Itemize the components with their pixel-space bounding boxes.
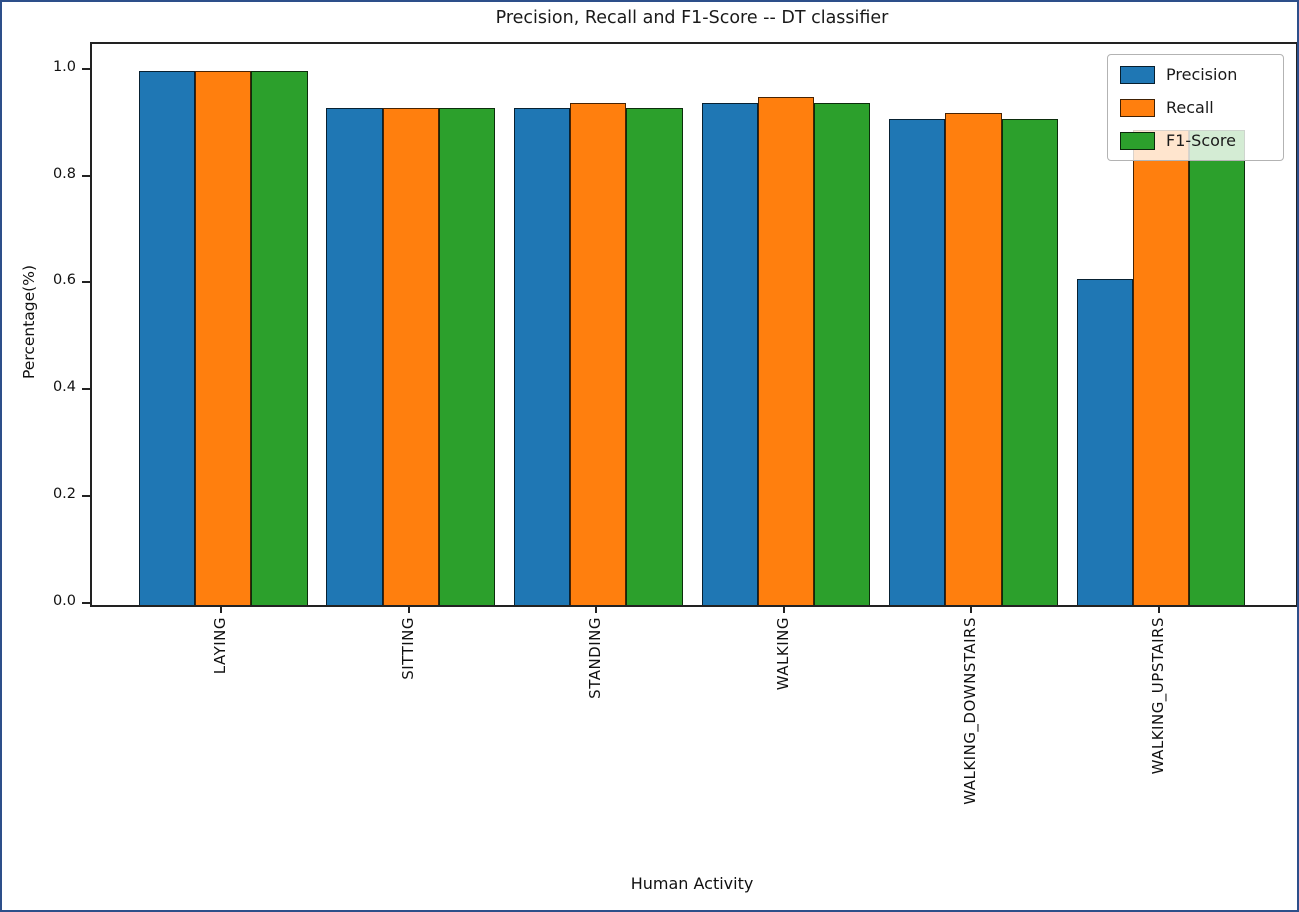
bar-f1-score-standing [626, 108, 683, 605]
y-tick-label: 0.8 [52, 165, 76, 182]
bar-recall-sitting [382, 108, 439, 605]
y-tick-mark [82, 174, 90, 177]
x-tick-mark [1157, 605, 1160, 613]
legend-swatch-f1-score [1120, 132, 1155, 150]
bar-recall-standing [570, 102, 627, 605]
bar-precision-walking [701, 102, 758, 605]
y-axis-label: Percentage(%) [20, 264, 38, 380]
bar-recall-walking [757, 97, 815, 605]
legend: Precision Recall F1-Score [1107, 54, 1284, 161]
x-tick-mark [782, 605, 785, 613]
x-axis-label: Human Activity [630, 874, 754, 893]
bar-recall-laying [195, 70, 252, 605]
bar-f1-score-walking-downstairs [1001, 118, 1058, 605]
y-tick-mark [82, 67, 90, 70]
bar-precision-walking-upstairs [1076, 279, 1133, 605]
legend-item-precision: Precision [1120, 65, 1271, 85]
bar-precision-walking-downstairs [889, 118, 946, 605]
bar-recall-walking-downstairs [945, 113, 1002, 605]
y-tick-mark [82, 495, 90, 498]
x-tick-mark [407, 605, 410, 613]
x-tick-label-walking-downstairs: WALKING_DOWNSTAIRS [961, 617, 980, 805]
bar-precision-laying [138, 70, 196, 605]
y-tick-label: 0.4 [52, 379, 76, 396]
x-tick-mark [595, 605, 598, 613]
legend-item-recall: Recall [1120, 98, 1271, 118]
legend-label-f1-score: F1-Score [1166, 131, 1236, 150]
y-tick-label: 0.2 [52, 486, 76, 503]
x-tick-label-walking: WALKING [773, 617, 792, 691]
x-tick-label-sitting: SITTING [398, 617, 417, 680]
bar-precision-sitting [326, 108, 383, 605]
x-tick-mark [220, 605, 223, 613]
y-tick-label: 1.0 [52, 58, 76, 75]
x-tick-label-standing: STANDING [586, 617, 605, 699]
bar-f1-score-laying [251, 70, 308, 605]
legend-swatch-recall [1120, 99, 1155, 117]
x-tick-mark [970, 605, 973, 613]
x-tick-label-walking-upstairs: WALKING_UPSTAIRS [1148, 617, 1167, 775]
y-tick-mark [82, 602, 90, 604]
bar-f1-score-walking-upstairs [1189, 129, 1246, 605]
legend-label-recall: Recall [1166, 98, 1214, 117]
legend-item-f1-score: F1-Score [1120, 131, 1271, 151]
legend-swatch-precision [1120, 66, 1155, 84]
y-tick-mark [82, 281, 90, 284]
x-tick-label-laying: LAYING [211, 617, 230, 675]
plot-area [90, 42, 1297, 607]
legend-label-precision: Precision [1166, 65, 1238, 84]
bar-f1-score-sitting [438, 108, 496, 605]
bar-recall-walking-upstairs [1132, 129, 1190, 605]
y-tick-label: 0.6 [52, 272, 76, 289]
y-tick-mark [82, 388, 90, 391]
bar-precision-standing [513, 108, 571, 605]
chart-title: Precision, Recall and F1-Score -- DT cla… [495, 8, 889, 28]
y-tick-label: 0.0 [52, 593, 76, 609]
bar-f1-score-walking [814, 102, 871, 605]
